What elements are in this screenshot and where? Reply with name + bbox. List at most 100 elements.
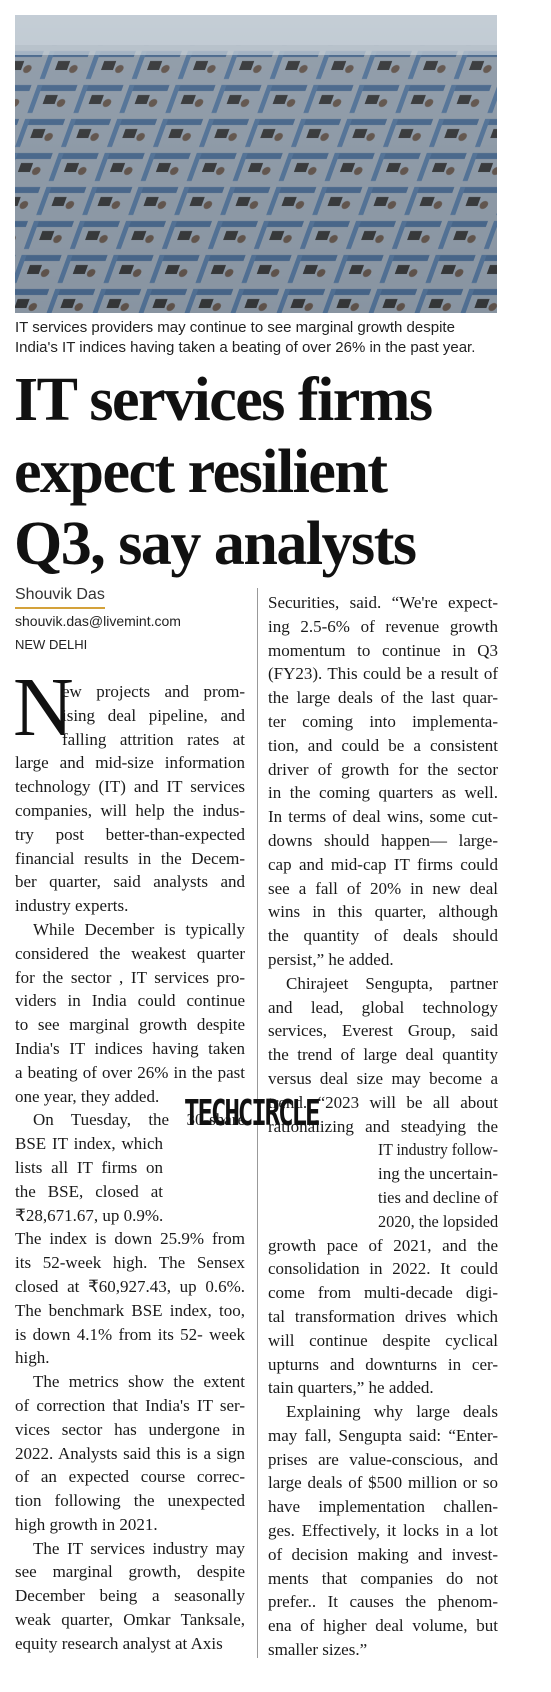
text-line: Chirajeet Sengupta, partner xyxy=(286,973,498,993)
headline-line: Q3, say analysts xyxy=(14,510,417,578)
text-line: considered the weakest quarter xyxy=(15,943,245,963)
caption-line: India's IT indices having taken a beatin… xyxy=(15,339,476,356)
text-line: one year, they added. xyxy=(15,1086,160,1106)
column-rule xyxy=(257,588,258,1658)
text-line: will continue despite cyclical xyxy=(268,1330,498,1350)
text-line: the BSE, closed at xyxy=(15,1181,163,1201)
text-line: In terms of deal wins, some cut- xyxy=(268,807,498,827)
text-line: (FY23). This could be a result of xyxy=(268,664,498,684)
drop-cap: N xyxy=(13,661,74,754)
text-line: ter coming into implementa- xyxy=(268,711,498,731)
text-line: driver of growth for the sector xyxy=(268,759,498,779)
text-line: a beating of over 26% in the past xyxy=(15,1062,245,1082)
headline-line: expect resilient xyxy=(14,438,388,506)
text-line: and lead, global technology xyxy=(268,997,498,1017)
text-line: industry experts. xyxy=(15,896,129,916)
author: Shouvik Das xyxy=(15,586,105,609)
text-line: While December is typically xyxy=(33,919,245,939)
text-line: vices sector has undergone in xyxy=(15,1419,245,1439)
text-line: technology (IT) and IT services xyxy=(15,777,245,797)
text-line: The metrics show the extent xyxy=(33,1372,245,1392)
text-line: closed at ₹60,927.43, up 0.6%. xyxy=(15,1276,245,1296)
text-line: high growth in 2021. xyxy=(15,1514,158,1534)
text-line: consolidation in 2022. It could xyxy=(268,1259,498,1279)
text-line: BSE IT index, which xyxy=(15,1134,163,1154)
text-line: see marginal growth, despite xyxy=(15,1562,245,1582)
text-line: ges. Effectively, it locks in a lot xyxy=(268,1521,498,1541)
text-line: to see marginal growth despite xyxy=(15,1015,245,1035)
text-line: ing the uncertain- xyxy=(378,1164,498,1184)
text-line: The index is down 25.9% from xyxy=(15,1229,245,1249)
text-line: companies, will help the indus- xyxy=(15,800,245,820)
photo xyxy=(15,15,497,313)
text-line: Explaining why large deals xyxy=(286,1402,498,1422)
text-line: may fall, Sengupta said: “Enter- xyxy=(268,1425,498,1445)
text-line: 2022. Analysts said this is a sign xyxy=(15,1443,245,1463)
text-line: the trend of large deal quantity xyxy=(268,1045,498,1065)
headline-line: IT services firms xyxy=(14,366,433,434)
text-line: is down 4.1% from its 52- week xyxy=(15,1324,245,1344)
text-line: 2020, the lopsided xyxy=(378,1211,499,1231)
text-line: falling attrition rates at xyxy=(62,729,245,749)
text-line: see a fall of 20% in new deal xyxy=(268,878,498,898)
logo: TECHCIRCLE xyxy=(184,1093,321,1134)
text-line: ₹28,671.67, up 0.9%. xyxy=(15,1205,164,1225)
text-line: ising deal pipeline, and xyxy=(62,705,245,725)
text-line: upturns and downturns in cer- xyxy=(268,1354,498,1374)
text-line: ments that companies do not xyxy=(268,1568,498,1588)
text-line: lists all IT firms on xyxy=(15,1157,163,1177)
text-line: high. xyxy=(15,1348,50,1368)
text-line: ew projects and prom- xyxy=(62,682,245,701)
text-line: tal transformation drives which xyxy=(268,1306,498,1326)
column: ew projects and prom-ising deal pipeline… xyxy=(15,680,245,1656)
text-line: in the coming quarters as well. xyxy=(268,783,498,803)
text-line: rationalizing and steadying the xyxy=(268,1116,498,1136)
text-line: downs should happen— large- xyxy=(268,830,498,850)
text-line: wins in this quarter, although xyxy=(268,902,498,922)
text-line: large and mid-size information xyxy=(15,753,245,773)
text-line: versus deal size may become a xyxy=(268,1068,498,1088)
text-line: On Tuesday, the 30-share xyxy=(33,1110,245,1130)
text-line: its 52-week high. The Sensex xyxy=(15,1253,245,1273)
text-line: large deals of $500 million or so xyxy=(268,1473,498,1493)
headline: IT services firms expect resilient Q3, s… xyxy=(14,364,433,580)
text-line: equity research analyst at Axis xyxy=(15,1633,223,1653)
text-line: The benchmark BSE index, too, xyxy=(15,1300,245,1320)
text-line: ing 2.5-6% of revenue growth xyxy=(268,616,498,636)
text-line: try post better-than-expected xyxy=(15,824,245,844)
text-line: tain quarters,” he added. xyxy=(268,1378,434,1398)
text-line: tion following the unexpected xyxy=(15,1491,245,1511)
text-line: of an expected course correc- xyxy=(15,1467,245,1487)
text-line: the large deals of the last quar- xyxy=(268,688,498,708)
text-line: ena of higher deal volume, but xyxy=(268,1616,498,1636)
text-line: The IT services industry may xyxy=(33,1538,245,1558)
text-line: weak quarter, Omkar Tanksale, xyxy=(15,1610,245,1630)
text-line: of correction that India's IT ser- xyxy=(15,1395,245,1415)
photo-caption: IT services providers may continue to se… xyxy=(15,318,505,358)
text-line: growth pace of 2021, and the xyxy=(268,1235,498,1255)
text-line: the quantity of deals should xyxy=(268,926,498,946)
text-line: smaller sizes.” xyxy=(268,1640,368,1660)
text-line: services, Everest Group, said xyxy=(268,1021,498,1041)
text-line: IT industry follow- xyxy=(378,1140,499,1160)
text-line: December being a seasonally xyxy=(15,1586,245,1606)
text-line: prises are value-conscious, and xyxy=(268,1449,498,1469)
text-line: tion, and could be a consistent xyxy=(268,735,498,755)
text-line: come from multi-decade digi- xyxy=(268,1283,498,1303)
email: shouvik.das@livemint.com xyxy=(15,613,181,629)
text-line: Securities, said. “We're expect- xyxy=(268,593,498,612)
column: Securities, said. “We're expect-ing 2.5-… xyxy=(268,591,498,1662)
text-line: persist,” he added. xyxy=(268,949,394,969)
dateline: NEW DELHI xyxy=(15,637,88,652)
text-line: ber quarter, said analysts and xyxy=(15,872,245,892)
text-line: trend. “2023 will be all about xyxy=(268,1092,498,1112)
text-line: of decision making and invest- xyxy=(268,1544,498,1564)
text-line: ties and decline of xyxy=(378,1187,499,1207)
text-line: cap and mid-cap IT firms could xyxy=(268,854,498,874)
text-line: for the sector , IT services pro- xyxy=(15,967,245,987)
text-line: India's IT indices having taken xyxy=(15,1038,245,1058)
text-line: prefer.. It causes the phenom- xyxy=(268,1592,498,1612)
text-line: have implementation challen- xyxy=(268,1497,498,1517)
text-line: viders in India could continue xyxy=(15,991,245,1011)
